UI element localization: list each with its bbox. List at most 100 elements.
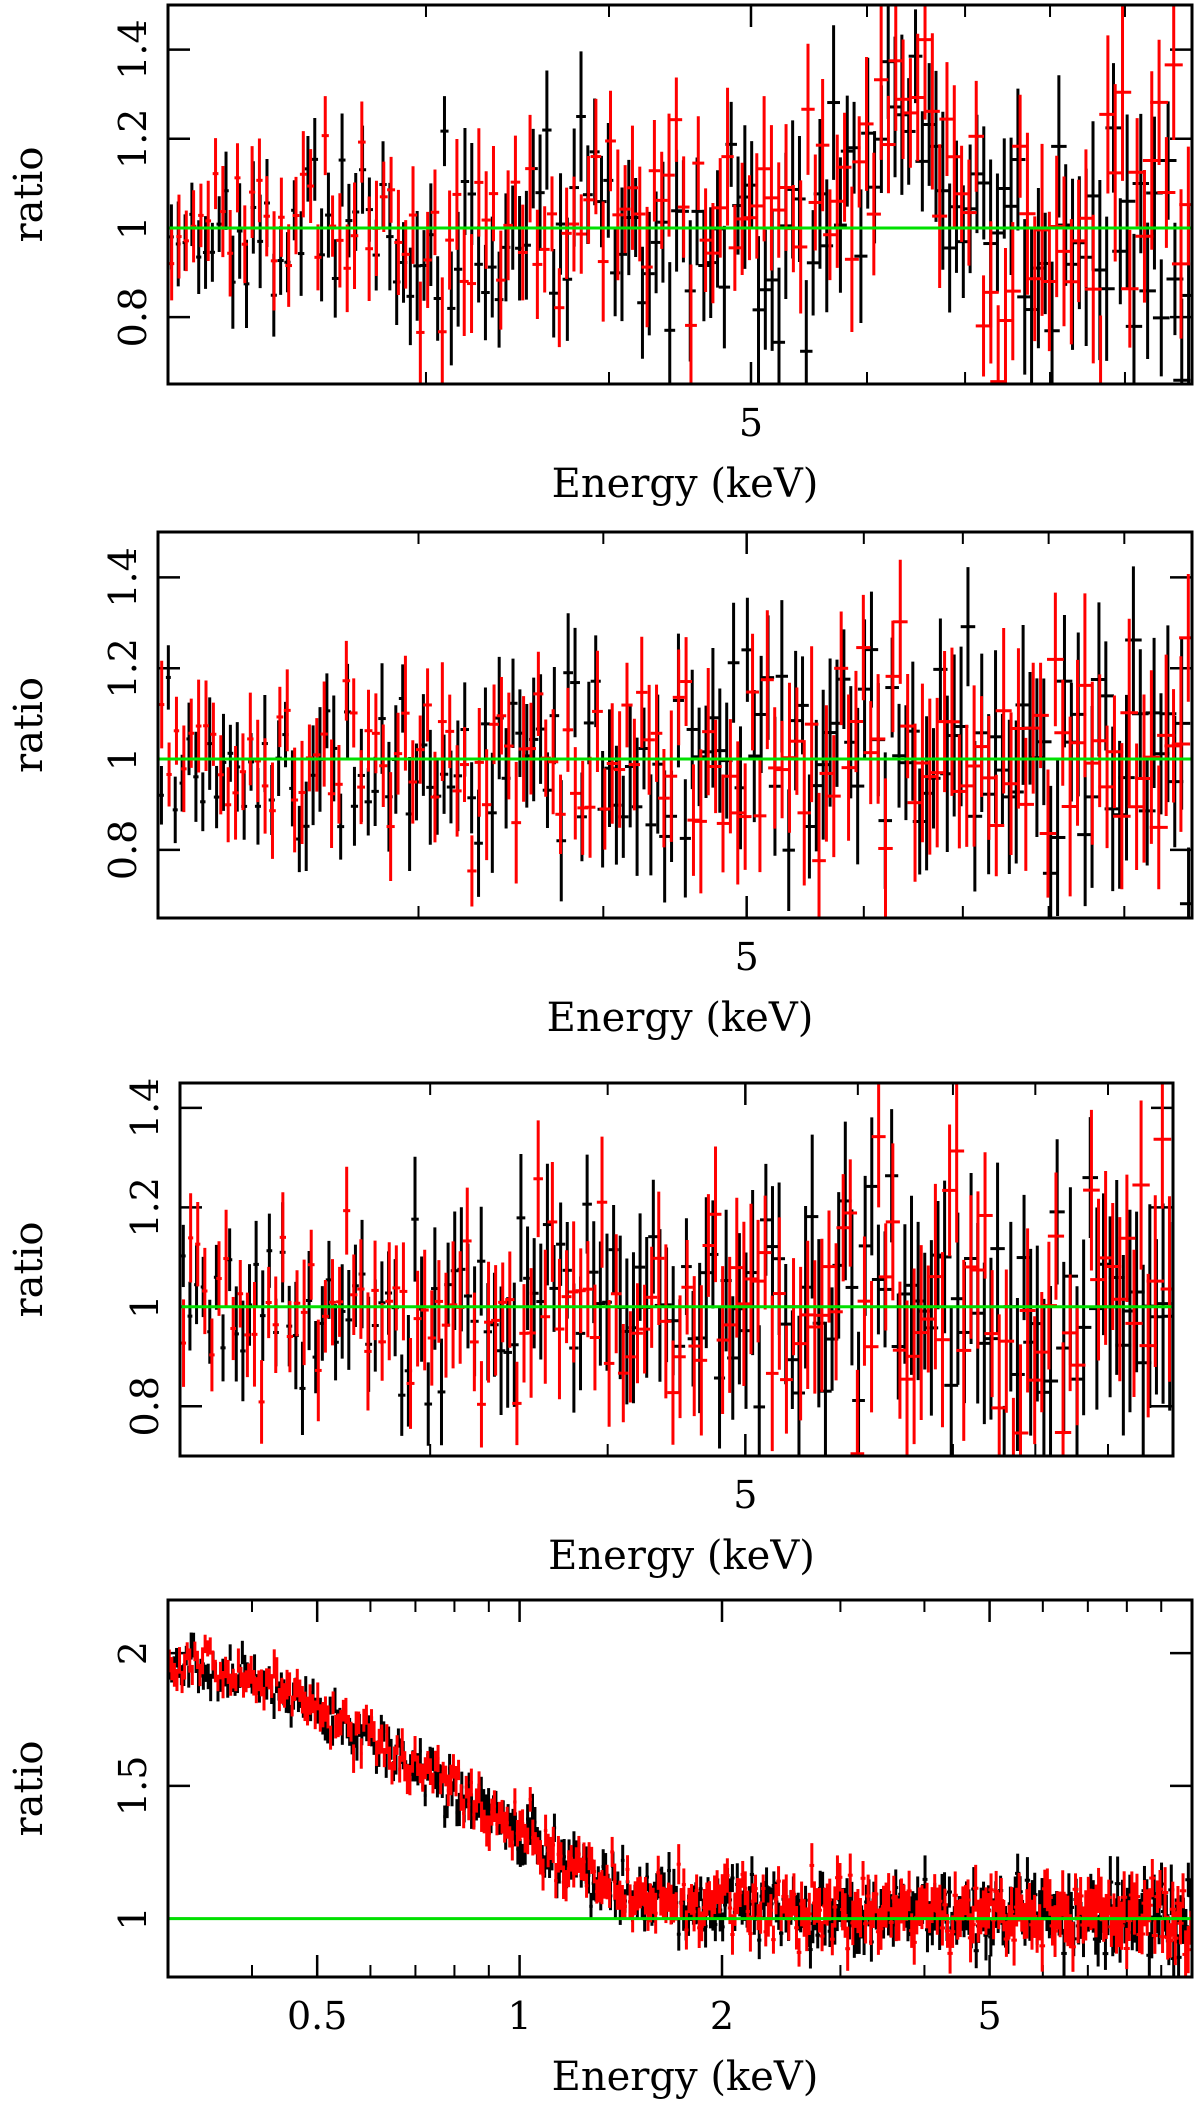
data-point-red (546, 176, 558, 252)
data-point-red (1120, 618, 1139, 807)
data-point-red (977, 1152, 993, 1279)
data-point-red (650, 684, 663, 782)
data-point-red (1012, 1344, 1029, 1456)
data-point-black (1010, 1297, 1025, 1451)
data-point-red (279, 1192, 286, 1283)
data-point-black (960, 567, 976, 687)
data-point-black (908, 9, 923, 104)
x-tick-label: 5 (739, 401, 763, 445)
data-point-red (254, 1677, 258, 1704)
data-point-black (345, 183, 353, 258)
data-point-red (623, 1894, 627, 1919)
data-point-black (1056, 615, 1073, 748)
data-point-black (582, 1154, 592, 1254)
data-point-red (706, 203, 719, 304)
data-point-red (439, 1773, 443, 1795)
data-point-red (329, 1725, 333, 1750)
data-point-black (193, 731, 199, 822)
data-point-red (359, 1738, 363, 1769)
data-point-red (730, 1197, 743, 1338)
data-point-black (338, 113, 346, 207)
data-point-red (764, 125, 778, 271)
data-point-red (990, 305, 1007, 384)
data-point-red (288, 1672, 292, 1697)
data-point-black (815, 1921, 820, 1949)
data-point-red (464, 1775, 468, 1799)
data-point-red (603, 1299, 615, 1427)
data-point-red (462, 1187, 472, 1295)
data-point-black (772, 267, 786, 384)
data-point-red (213, 1659, 217, 1683)
data-point-black (353, 1723, 357, 1748)
data-point-red (285, 1669, 289, 1700)
data-point-red (699, 1911, 704, 1942)
data-point-red (590, 98, 602, 215)
data-point-red (226, 1659, 230, 1684)
y-tick-label: 1 (111, 1906, 155, 1930)
data-point-red (291, 747, 299, 853)
data-point-red (592, 650, 603, 773)
data-point-red (173, 696, 180, 765)
data-point-red (357, 1711, 361, 1735)
data-point-black (406, 247, 415, 346)
data-point-red (321, 1701, 325, 1728)
data-point-red (837, 1863, 843, 1892)
data-point-black (915, 111, 930, 212)
data-point-black (305, 1250, 313, 1351)
data-point-red (539, 206, 550, 293)
data-point-red (714, 158, 727, 258)
data-point-black (746, 1190, 759, 1356)
data-point-red (257, 1670, 261, 1692)
data-point-red (342, 640, 351, 721)
data-point-red (188, 698, 195, 768)
data-point-red (745, 1890, 751, 1933)
data-point-red (517, 204, 528, 301)
data-point-red (406, 1337, 415, 1429)
data-point-red (446, 1774, 450, 1807)
data-point-red (599, 768, 611, 850)
data-point-red (1177, 1902, 1184, 1945)
data-point-red (208, 1637, 212, 1655)
chart-panel-2: 5 0.8 1 1.2 1.4 Energy (keV) ratio (6, 530, 1194, 1041)
data-point-red (808, 154, 823, 251)
data-point-red (1103, 1893, 1110, 1939)
data-point-black (700, 1197, 712, 1349)
data-point-red (405, 1764, 409, 1795)
data-point-red (656, 1855, 661, 1890)
data-point-red (922, 698, 938, 855)
data-point-red (753, 759, 767, 873)
data-point-red (665, 710, 678, 842)
data-point-red (334, 1714, 338, 1739)
data-point-red (949, 1915, 956, 1948)
data-point-red (684, 1910, 689, 1950)
data-point-red (949, 1083, 965, 1243)
data-point-red (362, 1708, 366, 1732)
data-point-red (1125, 1249, 1143, 1398)
data-point-red (498, 1262, 508, 1343)
data-point-red (242, 1672, 246, 1698)
data-point-red (444, 1765, 448, 1787)
data-point-red (1153, 1083, 1172, 1209)
data-point-red (426, 1751, 430, 1774)
data-point-red (725, 1858, 730, 1893)
data-point-red (1033, 1291, 1050, 1413)
data-point-black (433, 256, 442, 341)
data-point-black (596, 155, 607, 248)
data-point-red (772, 162, 786, 258)
data-point-red (612, 1863, 617, 1900)
data-point-red (159, 660, 165, 749)
data-point-red (336, 193, 344, 288)
data-point-red (1069, 659, 1087, 826)
data-point-red (860, 1861, 866, 1896)
data-point-red (428, 1758, 432, 1785)
data-point-red (836, 1174, 850, 1282)
data-point-red (790, 687, 804, 795)
data-point-red (963, 1195, 979, 1339)
data-point-red (672, 649, 685, 746)
data-point-red (400, 1728, 404, 1762)
data-point-red (832, 1886, 838, 1928)
data-point-red (576, 194, 587, 274)
data-point-red (1039, 769, 1057, 898)
data-point-black (899, 705, 913, 821)
data-point-red (416, 1755, 420, 1776)
